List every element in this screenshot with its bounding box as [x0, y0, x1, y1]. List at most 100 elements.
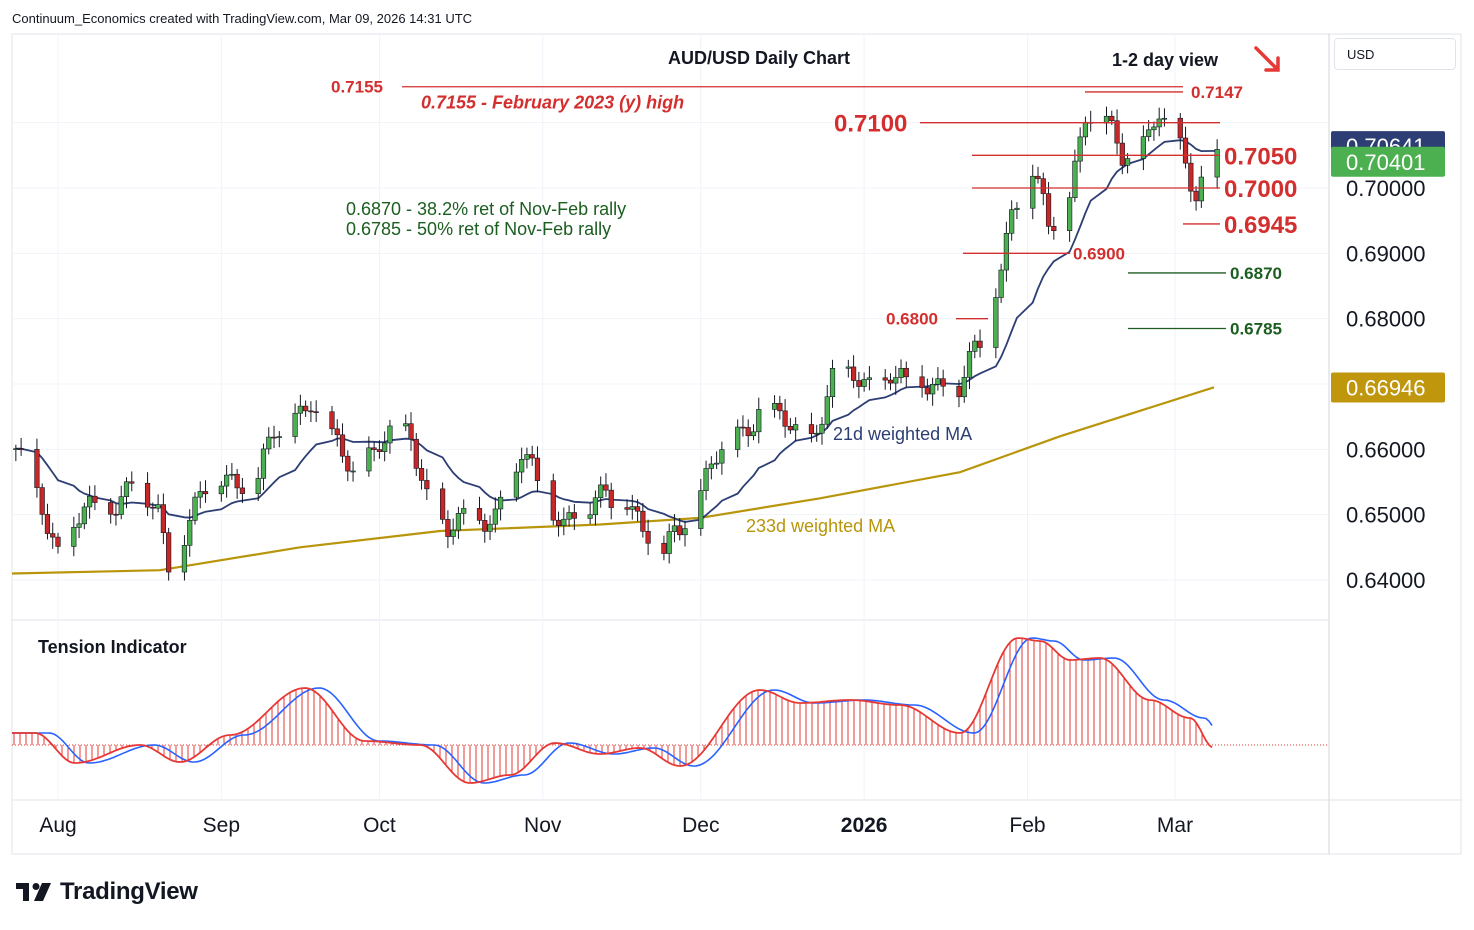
- candle-body-up: [566, 512, 572, 520]
- candle-body-down: [1045, 193, 1052, 227]
- candle: [224, 465, 230, 498]
- candle: [845, 359, 851, 378]
- candle-body-up: [297, 405, 303, 414]
- candle-body-down: [234, 473, 240, 489]
- candle-body-up: [1140, 136, 1146, 159]
- labels-group: 0.7155 0.7155 - February 2023 (y) high 0.7…: [331, 46, 1297, 536]
- candle-body-down: [919, 376, 925, 388]
- candle: [924, 378, 930, 401]
- currency-selector[interactable]: USD: [1334, 38, 1456, 70]
- candle-body-down: [677, 525, 683, 536]
- level-text-07155: 0.7155 - February 2023 (y) high: [421, 93, 684, 113]
- candle-body-down: [144, 482, 151, 508]
- candle-body-up: [455, 513, 462, 531]
- candle: [440, 482, 446, 524]
- candle-body-up: [1030, 175, 1036, 209]
- candle-body-up: [71, 527, 77, 547]
- candle-body-up: [756, 409, 762, 433]
- candle: [740, 415, 746, 437]
- candle: [487, 515, 493, 541]
- candle: [18, 437, 24, 456]
- candle: [1014, 202, 1020, 220]
- candle-body-up: [824, 396, 830, 425]
- candle-body-down: [529, 454, 535, 459]
- candle: [550, 473, 556, 526]
- candle: [155, 494, 161, 513]
- candle-body-down: [1193, 190, 1199, 202]
- candle: [1119, 133, 1125, 175]
- candle: [956, 379, 962, 408]
- candle: [677, 518, 683, 541]
- price-tag-bg: [1331, 372, 1445, 403]
- candle-body-up: [698, 490, 704, 529]
- x-tick-label: Mar: [1157, 814, 1193, 837]
- candle: [1082, 116, 1089, 146]
- candle: [234, 469, 240, 499]
- tradingview-logo[interactable]: TradingView: [16, 878, 198, 906]
- candle: [1009, 200, 1015, 241]
- candle-body-up: [276, 436, 282, 438]
- x-tick-label: Dec: [682, 814, 719, 837]
- candle: [1161, 108, 1168, 127]
- candle: [887, 373, 894, 391]
- candle-body-up: [87, 495, 93, 508]
- candle: [76, 512, 82, 539]
- candle: [1067, 191, 1073, 242]
- candle: [413, 432, 419, 477]
- candle: [166, 527, 172, 581]
- candle: [424, 468, 430, 500]
- candle: [376, 440, 383, 459]
- candle-body-down: [1051, 226, 1057, 231]
- candle-body-down: [18, 448, 24, 450]
- ma21-group: [15, 139, 1218, 523]
- candle: [745, 419, 751, 447]
- candle-body-down: [476, 508, 483, 521]
- candle: [303, 400, 309, 417]
- level-label-06945: 0.6945: [1224, 212, 1297, 239]
- candle-body-up: [966, 351, 973, 378]
- candle: [819, 416, 825, 445]
- candle: [482, 513, 488, 543]
- candle-body-down: [482, 520, 488, 532]
- candle: [118, 485, 124, 520]
- level-label-06785: 0.6785: [1230, 319, 1282, 338]
- price-tag: 0.70401: [1331, 146, 1445, 177]
- candle-body-down: [1109, 115, 1115, 122]
- candle: [382, 431, 388, 462]
- candle: [977, 329, 983, 358]
- candle: [866, 366, 873, 391]
- view-label: 1-2 day view: [1112, 50, 1219, 70]
- candle-body-down: [887, 379, 894, 384]
- candle: [1146, 119, 1152, 142]
- ma233-line: [11, 386, 1215, 575]
- candle-body-down: [424, 480, 430, 490]
- candle: [771, 395, 778, 418]
- candle-body-up: [197, 491, 203, 498]
- candle: [856, 371, 862, 399]
- candle: [714, 451, 720, 470]
- candle: [708, 456, 714, 480]
- candle-body-up: [1198, 176, 1204, 202]
- candle-body-up: [682, 528, 688, 536]
- candle-body-down: [745, 427, 751, 437]
- candle-body-up: [260, 448, 267, 479]
- candle-body-up: [1009, 209, 1015, 234]
- candle: [1182, 126, 1189, 169]
- candle: [524, 447, 530, 469]
- candle-body-down: [440, 488, 446, 520]
- candle-body-down: [782, 410, 788, 427]
- candle: [571, 504, 577, 531]
- annotation-retracement-382: 0.6870 - 38.2% ret of Nov-Feb rally: [346, 199, 626, 219]
- annotation-retracement-50: 0.6785 - 50% ret of Nov-Feb rally: [346, 219, 611, 239]
- candle: [39, 483, 45, 525]
- candle: [993, 288, 999, 359]
- candle: [756, 397, 762, 444]
- candle: [150, 502, 156, 520]
- candle-body-up: [993, 297, 999, 348]
- candle: [418, 459, 425, 490]
- candle-body-down: [55, 536, 61, 547]
- candle-body-down: [1040, 178, 1046, 194]
- candle: [940, 369, 946, 397]
- chart-header: Continuum_Economics created with Trading…: [12, 11, 473, 26]
